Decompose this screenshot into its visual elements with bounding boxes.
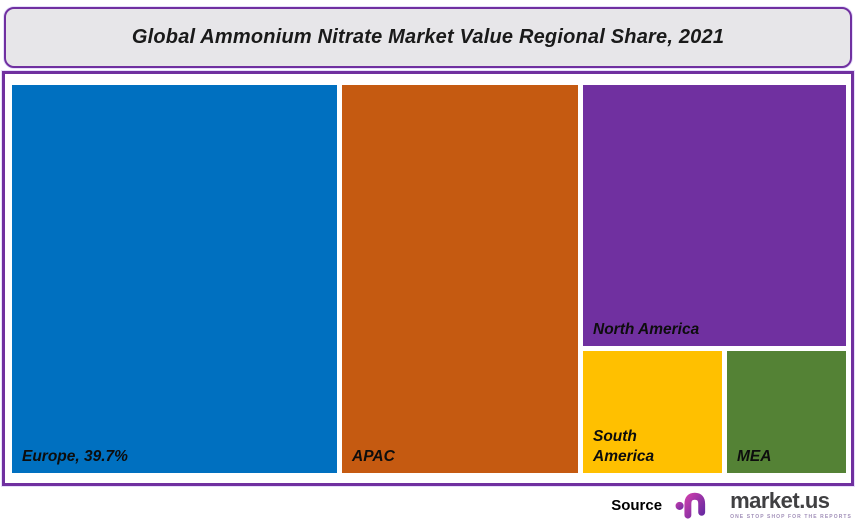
marketus-tagline: ONE STOP SHOP FOR THE REPORTS xyxy=(730,514,852,520)
treemap-tile-mea: MEA xyxy=(727,351,846,473)
treemap-tile-north-america: North America xyxy=(583,85,846,346)
tile-label-europe: Europe, 39.7% xyxy=(22,447,128,465)
marketus-brand-text: market.us xyxy=(730,488,830,513)
tile-label-apac: APAC xyxy=(352,447,395,465)
marketus-brand-block: market.us ONE STOP SHOP FOR THE REPORTS xyxy=(730,488,852,521)
treemap-chart: Europe, 39.7% APAC North America South A… xyxy=(2,71,854,486)
source-label: Source xyxy=(611,496,663,514)
tile-label-north-america: North America xyxy=(593,320,700,338)
chart-title-box: Global Ammonium Nitrate Market Value Reg… xyxy=(4,7,852,68)
treemap-tile-south-america: South America xyxy=(583,351,722,473)
chart-title: Global Ammonium Nitrate Market Value Reg… xyxy=(131,26,725,48)
tile-label-south-america: South America xyxy=(593,427,655,465)
source-attribution: Source market.us ONE STOP SHOP FOR THE R… xyxy=(611,487,852,523)
tile-label-mea: MEA xyxy=(737,447,772,465)
marketus-logo-icon xyxy=(675,488,721,522)
treemap-tile-europe: Europe, 39.7% xyxy=(12,85,337,473)
treemap-tile-apac: APAC xyxy=(342,85,578,473)
